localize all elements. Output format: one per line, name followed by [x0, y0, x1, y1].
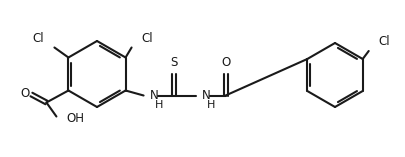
Text: O: O: [220, 56, 230, 68]
Text: N: N: [201, 89, 210, 102]
Text: H: H: [154, 100, 162, 109]
Text: Cl: Cl: [141, 32, 153, 44]
Text: OH: OH: [66, 112, 84, 125]
Text: Cl: Cl: [33, 32, 44, 44]
Text: N: N: [149, 89, 158, 102]
Text: H: H: [206, 100, 214, 109]
Text: Cl: Cl: [378, 35, 389, 48]
Text: O: O: [21, 87, 30, 100]
Text: S: S: [169, 56, 177, 68]
